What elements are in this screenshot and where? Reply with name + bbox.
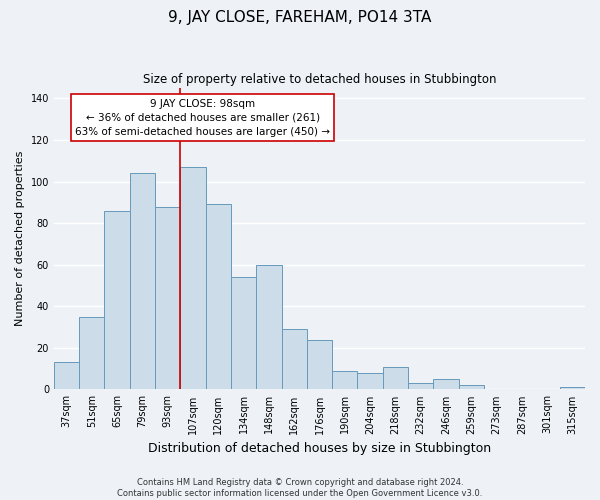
Bar	[79, 316, 104, 390]
Bar	[281, 329, 307, 390]
Bar	[358, 373, 383, 390]
Bar	[560, 388, 585, 390]
Bar	[54, 362, 79, 390]
Bar	[130, 174, 155, 390]
Bar	[231, 277, 256, 390]
Text: 9 JAY CLOSE: 98sqm
← 36% of detached houses are smaller (261)
63% of semi-detach: 9 JAY CLOSE: 98sqm ← 36% of detached hou…	[75, 98, 330, 136]
Bar	[206, 204, 231, 390]
Bar	[155, 206, 181, 390]
Bar	[383, 366, 408, 390]
Bar	[104, 210, 130, 390]
Bar	[256, 264, 281, 390]
Text: 9, JAY CLOSE, FAREHAM, PO14 3TA: 9, JAY CLOSE, FAREHAM, PO14 3TA	[169, 10, 431, 25]
Y-axis label: Number of detached properties: Number of detached properties	[15, 151, 25, 326]
Bar	[433, 379, 458, 390]
Title: Size of property relative to detached houses in Stubbington: Size of property relative to detached ho…	[143, 72, 496, 86]
Bar	[307, 340, 332, 390]
Bar	[332, 370, 358, 390]
Bar	[408, 383, 433, 390]
Text: Contains HM Land Registry data © Crown copyright and database right 2024.
Contai: Contains HM Land Registry data © Crown c…	[118, 478, 482, 498]
Bar	[458, 386, 484, 390]
X-axis label: Distribution of detached houses by size in Stubbington: Distribution of detached houses by size …	[148, 442, 491, 455]
Bar	[181, 167, 206, 390]
